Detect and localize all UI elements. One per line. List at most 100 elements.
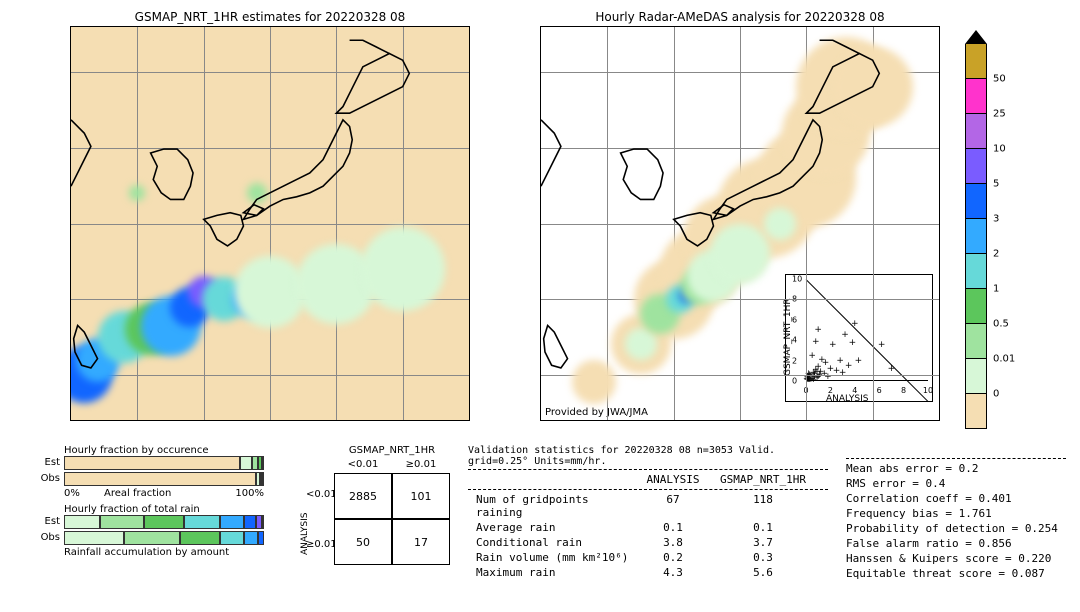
stats-row: Maximum rain 4.3 5.6 (468, 565, 828, 580)
right-map-panel: Hourly Radar-AMeDAS analysis for 2022032… (540, 10, 940, 421)
fraction-title-2: Areal fraction (104, 488, 171, 499)
right-map-title: Hourly Radar-AMeDAS analysis for 2022032… (540, 10, 940, 24)
scatter-xtick: 8 (901, 386, 906, 395)
metric-value: 0.2 (959, 462, 979, 475)
colorbar-label: 0.5 (993, 319, 1009, 330)
colorbar-label: 3 (993, 214, 999, 225)
stat-analysis: 0.2 (638, 550, 708, 565)
colorbar-segment (965, 149, 987, 184)
left-map-title: GSMAP_NRT_1HR estimates for 20220328 08 (70, 10, 470, 24)
metric-row: RMS error = 0.4 (846, 476, 1066, 491)
metric-row: False alarm ratio = 0.856 (846, 536, 1066, 551)
fraction-title-1: Hourly fraction by occurence (64, 445, 264, 456)
scatter-xtick: 10 (923, 386, 933, 395)
bar-segment (184, 515, 220, 529)
scale-right: 100% (235, 488, 264, 499)
bar-segment (144, 515, 184, 529)
attribution: Provided by JWA/JMA (545, 407, 648, 418)
bar-segment (262, 515, 264, 529)
lon-tick: 135°E (255, 420, 285, 421)
metric-row: Hanssen & Kuipers score = 0.220 (846, 551, 1066, 566)
ct-row-1: <0.01 (306, 489, 332, 500)
bar-segment (64, 472, 256, 486)
stats-row: Num of gridpoints raining 67 118 (468, 492, 828, 520)
stats-rows: Num of gridpoints raining 67 118Average … (468, 492, 828, 580)
colorbar-segment (965, 79, 987, 114)
bar-segment (180, 531, 220, 545)
colorbar-label: 0 (993, 389, 999, 400)
fraction-title-4: Rainfall accumulation by amount (64, 547, 264, 558)
bar-segment (64, 456, 240, 470)
stat-name: Rain volume (mm km²10⁶) (468, 550, 638, 565)
stats-row: Rain volume (mm km²10⁶) 0.2 0.3 (468, 550, 828, 565)
colorbar-label: 10 (993, 144, 1006, 155)
bar-row-label: Est (45, 515, 64, 529)
contingency-table: GSMAP_NRT_1HR <0.01 ≥0.01 ANALYSIS <0.01… (300, 445, 450, 585)
metric-row: Equitable threat score = 0.087 (846, 566, 1066, 581)
colorbar-segment (965, 324, 987, 359)
lon-tick: 130°E (188, 420, 218, 421)
colorbar-label: 1 (993, 284, 999, 295)
stat-estimate: 0.3 (708, 550, 818, 565)
left-map: 25°N30°N35°N40°N45°N125°E130°E135°E140°E… (70, 26, 470, 421)
ct-col-header: GSMAP_NRT_1HR (334, 445, 450, 456)
lon-tick: 140°E (791, 420, 821, 421)
colorbar-segment (965, 289, 987, 324)
bar-row: Est (64, 456, 264, 470)
stat-name: Maximum rain (468, 565, 638, 580)
stat-name: Conditional rain (468, 535, 638, 550)
stats-col-2: GSMAP_NRT_1HR (708, 472, 818, 487)
metric-row: Probability of detection = 0.254 (846, 521, 1066, 536)
metric-name: Probability of detection = (846, 522, 1018, 535)
lon-tick: 125°E (122, 420, 152, 421)
colorbar-segment (965, 219, 987, 254)
scale-left: 0% (64, 488, 80, 499)
bar-segment (262, 456, 264, 470)
bar-row-label: Obs (41, 472, 64, 486)
colorbar-label: 5 (993, 179, 999, 190)
bar-row: Est (64, 515, 264, 529)
bar-segment (240, 456, 252, 470)
bar-row: Obs (64, 531, 264, 545)
stat-analysis: 67 (638, 492, 708, 520)
metric-row: Frequency bias = 1.761 (846, 506, 1066, 521)
stats-col-1: ANALYSIS (638, 472, 708, 487)
stat-name: Num of gridpoints raining (468, 492, 638, 520)
stat-analysis: 3.8 (638, 535, 708, 550)
colorbar-segment (965, 254, 987, 289)
stats-title: Validation statistics for 20220328 08 n=… (468, 445, 828, 467)
stats-row: Average rain 0.1 0.1 (468, 520, 828, 535)
fraction-title-3: Hourly fraction of total rain (64, 504, 264, 515)
metric-value: 0.401 (978, 492, 1011, 505)
bar-segment (124, 531, 180, 545)
lon-tick: 145°E (387, 420, 417, 421)
stat-estimate: 118 (708, 492, 818, 520)
ct-cell-10: 50 (334, 519, 392, 565)
metric-row: Mean abs error = 0.2 (846, 461, 1066, 476)
bar-segment (244, 531, 258, 545)
scatter-ytick: 0 (792, 377, 797, 386)
ct-col-1: <0.01 (334, 459, 392, 470)
scatter-xlabel: ANALYSIS (826, 394, 868, 404)
metric-value: 0.254 (1025, 522, 1058, 535)
metric-row: Correlation coeff = 0.401 (846, 491, 1066, 506)
metric-name: Equitable threat score = (846, 567, 1005, 580)
occurrence-bars: EstObs (64, 456, 264, 486)
metric-value: 0.220 (1018, 552, 1051, 565)
metric-name: Hanssen & Kuipers score = (846, 552, 1012, 565)
lon-tick: 125°E (592, 420, 622, 421)
colorbar-segment (965, 114, 987, 149)
stat-estimate: 3.7 (708, 535, 818, 550)
stat-name: Average rain (468, 520, 638, 535)
bar-segment (64, 531, 124, 545)
bar-segment (100, 515, 144, 529)
ct-col-2: ≥0.01 (392, 459, 450, 470)
ct-cell-00: 2885 (334, 473, 392, 519)
colorbar-label: 0.01 (993, 354, 1015, 365)
colorbar-segment (965, 359, 987, 394)
lon-tick: 145°E (857, 420, 887, 421)
fraction-bars: Hourly fraction by occurence EstObs 0% A… (64, 445, 264, 558)
bar-segment (220, 531, 244, 545)
colorbar-label: 50 (993, 74, 1006, 85)
stat-estimate: 5.6 (708, 565, 818, 580)
